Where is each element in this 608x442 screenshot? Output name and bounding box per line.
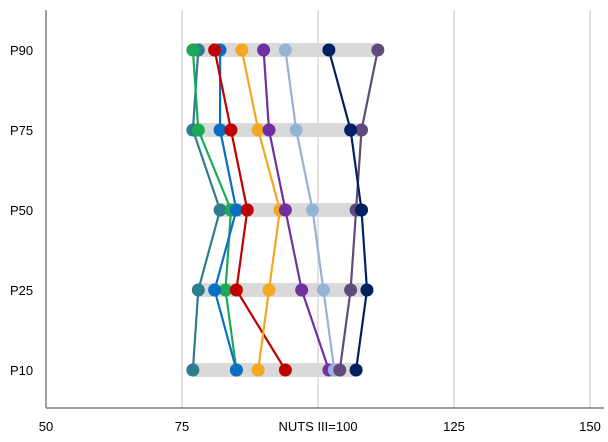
data-point [229, 283, 243, 297]
data-point [295, 283, 309, 297]
x-tick-label: NUTS III=100 [278, 419, 357, 434]
data-point [191, 283, 205, 297]
data-point [262, 283, 276, 297]
data-point [229, 203, 243, 217]
data-point [213, 203, 227, 217]
y-category-label: P90 [10, 43, 33, 58]
data-point [344, 283, 358, 297]
y-category-label: P75 [10, 123, 33, 138]
data-point [257, 43, 271, 57]
data-point [208, 43, 222, 57]
data-point [219, 283, 233, 297]
data-point [306, 203, 320, 217]
data-point [262, 123, 276, 137]
data-point [235, 43, 249, 57]
data-point [289, 123, 303, 137]
data-point [316, 283, 330, 297]
data-point [360, 283, 374, 297]
x-tick-label: 150 [579, 419, 601, 434]
data-point [186, 43, 200, 57]
data-point [278, 363, 292, 377]
data-point [333, 363, 347, 377]
data-point [349, 363, 363, 377]
data-point [278, 203, 292, 217]
data-point [355, 203, 369, 217]
series-points [186, 43, 385, 377]
data-point [344, 123, 358, 137]
grid-lines [181, 10, 591, 408]
data-point [240, 203, 254, 217]
data-point [186, 363, 200, 377]
data-point [371, 43, 385, 57]
x-tick-label: 50 [39, 419, 53, 434]
data-point [278, 43, 292, 57]
axis-labels: 50 75 NUTS III=100 125 150 P90 P75 P50 P25 P10 [10, 43, 601, 434]
y-category-label: P50 [10, 203, 33, 218]
data-point [355, 123, 369, 137]
data-point [322, 43, 336, 57]
data-point [251, 363, 265, 377]
data-point [213, 123, 227, 137]
data-point [191, 123, 205, 137]
data-point [208, 283, 222, 297]
data-point [251, 123, 265, 137]
data-point [224, 123, 238, 137]
y-category-label: P10 [10, 363, 33, 378]
x-tick-label: 125 [443, 419, 465, 434]
x-tick-label: 75 [175, 419, 189, 434]
data-point [229, 363, 243, 377]
axes [45, 10, 604, 409]
y-category-label: P25 [10, 283, 33, 298]
